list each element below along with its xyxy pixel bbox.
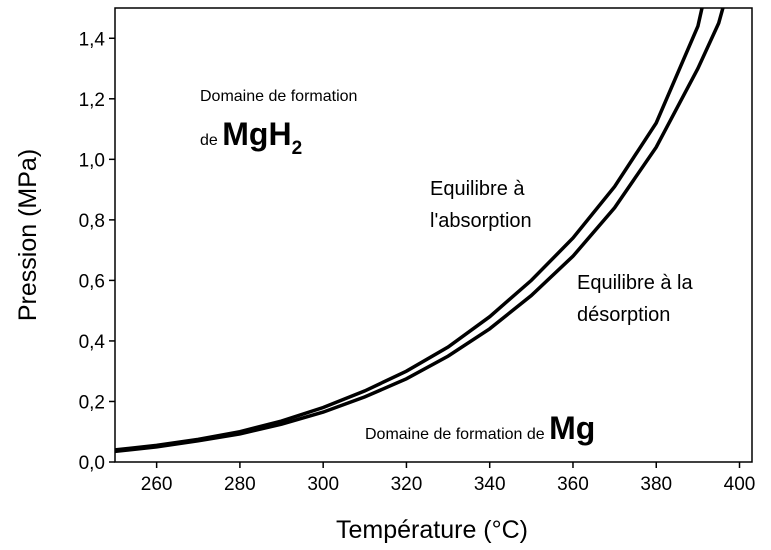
x-tick-label: 340: [474, 474, 506, 495]
y-axis-title: Pression (MPa): [14, 149, 42, 321]
y-tick-label: 0,0: [79, 453, 105, 474]
annotation: Equilibre à la: [577, 272, 694, 294]
x-tick-label: 300: [307, 474, 339, 495]
annotation: Domaine de formation de Mg: [365, 410, 595, 446]
annotation: désorption: [577, 304, 670, 326]
y-tick-label: 0,4: [79, 332, 106, 353]
y-tick-label: 1,0: [79, 150, 105, 171]
y-tick-label: 1,2: [79, 90, 105, 111]
y-tick-label: 1,4: [79, 29, 106, 50]
annotation-formula: Mg: [549, 410, 595, 446]
x-tick-label: 280: [224, 474, 256, 495]
plot-frame: [114, 7, 753, 463]
x-tick-label: 360: [557, 474, 589, 495]
x-tick-label: 380: [640, 474, 672, 495]
y-tick-label: 0,2: [79, 392, 105, 413]
x-tick-label: 260: [141, 474, 173, 495]
series-line: [115, 8, 725, 454]
y-tick-label: 0,8: [79, 211, 105, 232]
annotation-text: Domaine de formation de: [365, 426, 549, 443]
y-tick-label: 0,6: [79, 271, 105, 292]
annotation-subscript: 2: [292, 138, 303, 159]
annotation-text: de: [200, 132, 222, 149]
annotation: de MgH2: [200, 116, 302, 159]
annotation: l'absorption: [430, 210, 532, 232]
annotation: Equilibre à: [430, 178, 525, 200]
x-axis-title: Température (°C): [336, 516, 528, 544]
x-tick-label: 320: [391, 474, 423, 495]
annotation-formula: MgH: [222, 116, 291, 152]
series-line: [115, 8, 704, 452]
annotation: Domaine de formation: [200, 88, 357, 105]
x-tick-label: 400: [724, 474, 756, 495]
